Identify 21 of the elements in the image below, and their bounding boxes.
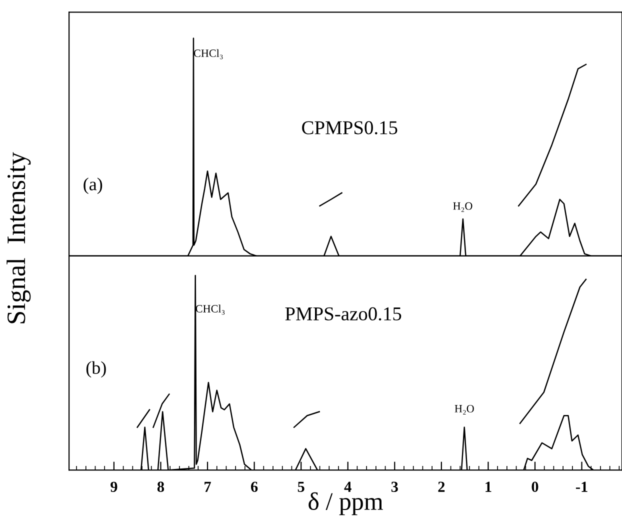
x-tick-label: 1 bbox=[486, 482, 492, 492]
x-tick-label: 6 bbox=[251, 482, 258, 492]
x-tick-label: 5 bbox=[298, 482, 304, 492]
annotation: CHCl₃ bbox=[194, 49, 223, 60]
annotation: CPMPS0.15 bbox=[302, 121, 398, 134]
x-tick-label: 7 bbox=[204, 482, 211, 492]
x-tick-label: 8 bbox=[157, 482, 164, 492]
y-axis-title: Signal Intensity bbox=[6, 152, 31, 324]
annotation: (b) bbox=[86, 361, 106, 378]
annotation: H₂O bbox=[454, 404, 474, 415]
x-tick-label: -1 bbox=[576, 482, 588, 492]
annotation: CHCl₃ bbox=[196, 304, 225, 315]
x-axis-title: δ / ppm bbox=[308, 492, 383, 516]
x-tick-label: 9 bbox=[110, 482, 118, 492]
x-tick-label: 0 bbox=[532, 482, 538, 492]
annotation: PMPS-azo0.15 bbox=[285, 307, 402, 320]
annotation: (a) bbox=[84, 178, 102, 194]
x-tick-label: 4 bbox=[344, 482, 352, 492]
x-tick-label: 2 bbox=[438, 482, 445, 492]
annotation: H₂O bbox=[453, 202, 472, 212]
x-tick-label: 3 bbox=[391, 482, 398, 492]
